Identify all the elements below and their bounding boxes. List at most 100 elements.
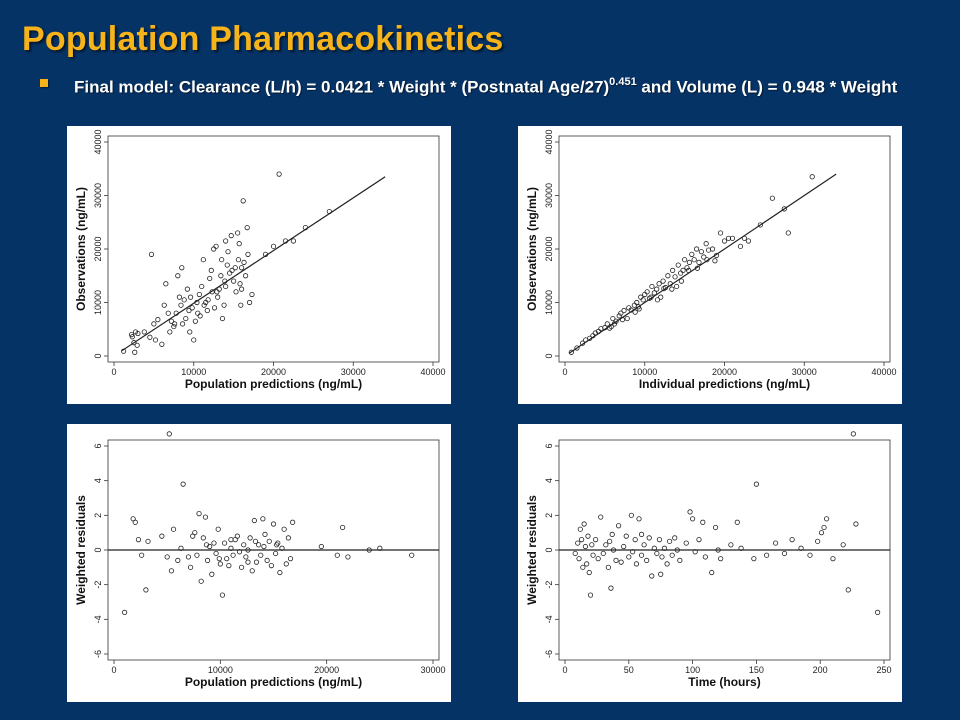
data-point [741, 235, 748, 241]
data-point [661, 285, 667, 292]
data-point [173, 310, 179, 316]
chart-panel-obs-vs-pred: 0 10000 20000 30000 40000 0 10000 20000 30000 400… [67, 126, 451, 404]
data-point [638, 531, 645, 538]
data-point [192, 318, 198, 324]
x-tick-label: 30000 [420, 665, 445, 675]
data-point [290, 519, 296, 525]
data-point [734, 519, 740, 525]
data-point [168, 568, 175, 574]
data-point [180, 481, 186, 487]
y-tick-label: 20000 [93, 236, 103, 261]
data-point [718, 556, 724, 562]
data-point [665, 273, 671, 279]
chart-panel-wres-vs-time: 0 50 100 150 200 250 -6 -4 -2 0 2 4 6 Time (hours) Wei… [518, 424, 902, 702]
data-point [634, 299, 640, 306]
data-point [246, 299, 253, 306]
data-point [235, 230, 241, 236]
data-point [709, 569, 715, 576]
data-point [270, 243, 277, 249]
data-point [211, 540, 217, 546]
data-point [245, 547, 251, 553]
data-point [282, 238, 289, 244]
data-point [181, 297, 187, 303]
data-point [610, 315, 616, 322]
data-point [576, 556, 582, 562]
data-point [213, 243, 219, 249]
y-tick-label: -4 [93, 615, 103, 623]
data-point [807, 552, 813, 558]
data-point [148, 251, 155, 257]
x-axis-title: Population predictions (ng/mL) [185, 377, 362, 391]
data-point [200, 535, 206, 541]
y-tick-label: -6 [544, 650, 554, 658]
fit-line [121, 176, 386, 352]
data-point [219, 592, 226, 598]
data-point [712, 524, 719, 531]
data-point [163, 281, 169, 287]
data-point [772, 540, 779, 546]
data-point [624, 315, 630, 322]
y-tick-label: 6 [544, 443, 554, 448]
x-axis-title: Time (hours) [688, 675, 760, 689]
data-point [198, 578, 204, 584]
data-point [239, 265, 245, 271]
data-point [590, 552, 596, 558]
data-point [122, 609, 128, 615]
data-point [738, 545, 744, 551]
data-point [251, 517, 257, 524]
data-point [682, 257, 688, 263]
data-point [244, 225, 250, 231]
data-point [253, 559, 260, 565]
data-point [661, 545, 668, 551]
data-point [261, 543, 267, 550]
data-point [196, 291, 202, 298]
data-point [585, 533, 591, 539]
data-point [641, 542, 647, 548]
data-point [667, 538, 673, 544]
data-point [658, 294, 664, 300]
data-point [572, 550, 578, 557]
data-point [623, 533, 629, 539]
data-point [701, 254, 707, 260]
data-point [266, 538, 272, 544]
data-point [224, 556, 230, 562]
data-point [187, 294, 194, 300]
x-tick-label: 50 [624, 665, 634, 675]
data-point [636, 516, 642, 522]
data-point [712, 258, 718, 264]
data-point [603, 542, 609, 548]
data-point [632, 309, 638, 315]
data-point [202, 514, 209, 520]
x-tick-label: 40000 [420, 367, 445, 377]
data-point [609, 531, 615, 538]
data-point [147, 334, 153, 340]
data-point [131, 340, 137, 346]
data-point [632, 537, 638, 543]
data-point [211, 305, 218, 311]
data-point [659, 554, 665, 560]
data-point [159, 533, 165, 539]
data-point [698, 249, 704, 255]
data-point [258, 552, 264, 558]
data-point [219, 257, 225, 263]
data-point [649, 573, 655, 579]
data-point [654, 286, 660, 292]
y-tick-label: -6 [93, 650, 103, 658]
data-point [159, 341, 165, 347]
data-point [235, 257, 242, 263]
data-point [166, 431, 172, 437]
data-point [687, 509, 693, 515]
data-point [134, 342, 140, 348]
data-point [610, 547, 617, 553]
data-point [196, 511, 202, 517]
data-point [667, 281, 673, 287]
data-point [658, 571, 664, 577]
data-point [582, 543, 589, 550]
data-point [619, 317, 626, 323]
data-point [798, 545, 804, 551]
data-point [690, 516, 696, 522]
data-point [189, 305, 195, 311]
data-point [608, 585, 614, 591]
data-point [241, 259, 247, 265]
data-point [252, 538, 259, 544]
